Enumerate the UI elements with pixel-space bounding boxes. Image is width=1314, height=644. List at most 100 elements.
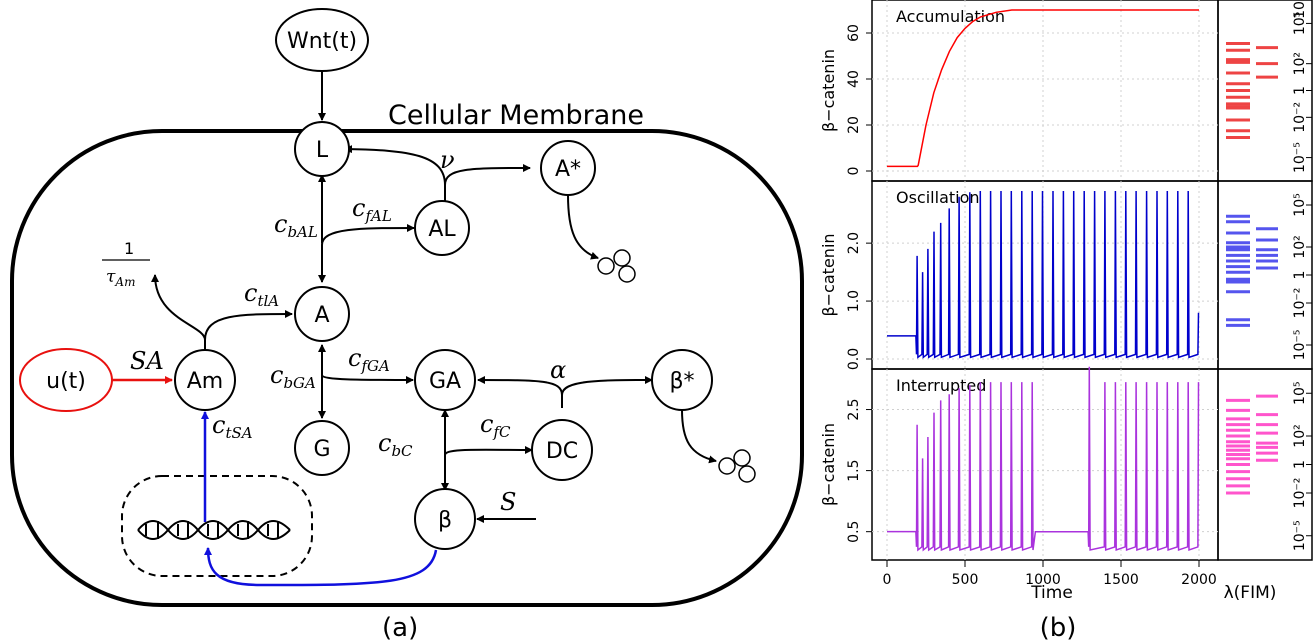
- y-tick-label: 2.0: [846, 232, 862, 254]
- DC-node: [531, 419, 593, 481]
- nu-edge: [444, 164, 531, 186]
- fim-tick-label: 10²: [1292, 52, 1308, 75]
- panel-a-label: (a): [382, 613, 418, 643]
- c-fAL-label: cfAL: [352, 194, 392, 225]
- wnt-node-label: Wnt(t): [287, 29, 357, 54]
- fim-tick-label: 1: [1292, 86, 1308, 95]
- L-node: [294, 121, 350, 177]
- x-tick-label: 0: [883, 572, 892, 588]
- G-node-label: G: [313, 437, 330, 462]
- x-axis-label: Time: [1030, 583, 1073, 603]
- DC-to-GA-edge: [477, 376, 563, 408]
- c-tlA-label: ctlA: [244, 279, 279, 310]
- beta-star-node: [651, 349, 713, 411]
- Am-node-label: Am: [187, 369, 223, 394]
- c-fC-label: cfC: [480, 410, 511, 441]
- series-line: [887, 190, 1200, 359]
- wnt-node: [275, 8, 369, 72]
- plot-frame: [871, 0, 1219, 182]
- u-node-label: u(t): [46, 369, 86, 394]
- panel-title: Accumulation: [896, 7, 1005, 26]
- fim-tick-label: 1: [1292, 460, 1308, 469]
- c-bC-label: cbC: [378, 429, 413, 460]
- fim-tick-label: 10⁵: [1292, 193, 1308, 216]
- beta-node: [414, 488, 476, 550]
- c-fC-edge: [444, 445, 533, 456]
- fim-tick-label: 10²: [1292, 235, 1308, 258]
- fim-tick-label: 10⁻⁵: [1292, 142, 1308, 173]
- AL-node: [414, 200, 470, 256]
- degradation-product-icon: [718, 449, 756, 483]
- fim-tick-label: 10⁻²: [1292, 288, 1308, 319]
- y-tick-label: 40: [846, 70, 862, 88]
- y-tick-label: 0.0: [846, 348, 862, 370]
- fim-tick-label: 10⁻⁵: [1292, 330, 1308, 361]
- S-label: S: [500, 488, 516, 516]
- A-node: [294, 286, 350, 342]
- u-node: [19, 348, 113, 412]
- cell-membrane: [10, 129, 804, 607]
- x-tick-label: 500: [952, 572, 979, 588]
- beta-feedback-edge: [204, 547, 438, 587]
- x-tick-label: 1000: [1025, 572, 1061, 588]
- panel-b-label: (b): [1040, 613, 1077, 643]
- Am-node: [174, 349, 236, 411]
- nucleus: [121, 475, 313, 577]
- plot-panel-2: 0.0 1.0 2.0 β−catenin Oscillation 10⁵ 10² 1 10⁻²…: [819, 180, 1313, 370]
- degradation-product-icon: [597, 249, 636, 283]
- alpha-edge: [561, 376, 653, 396]
- plot-panel-1: 0 20 40 60 β−catenin Accumulation 10⁵ 10² 1 10⁻² 1…: [819, 0, 1313, 182]
- membrane-label: Cellular Membrane: [388, 100, 644, 131]
- c-fGA-label: cfGA: [348, 344, 390, 375]
- time-series-plots: 0 20 40 60 β−catenin Accumulation 10⁵ 10² 1 10⁻² 1…: [819, 0, 1313, 643]
- y-tick-label: 20: [846, 116, 862, 134]
- c-bGA-label: cbGA: [270, 361, 316, 392]
- fim-tick-label: 10⁵: [1292, 12, 1308, 35]
- y-tick-label: 0.5: [846, 521, 862, 543]
- A-star-node: [540, 140, 596, 196]
- y-tick-label: 0: [846, 167, 862, 176]
- dna-icon: [137, 520, 291, 540]
- beta-star-decay-edge: [681, 409, 717, 464]
- series-line: [887, 366, 1200, 552]
- alpha-label: α: [550, 356, 566, 384]
- pathway-diagram: Cellular Membrane: [10, 8, 804, 643]
- c-tSA-label: ctSA: [212, 411, 253, 442]
- panel-title: Interrupted: [896, 376, 986, 395]
- A-star-decay-edge: [567, 194, 599, 260]
- GA-node: [414, 349, 476, 411]
- AL-node-label: AL: [428, 217, 456, 242]
- c-fGA-edge: [321, 374, 414, 384]
- A-star-node-label: A*: [555, 157, 581, 182]
- y-axis-label: β−catenin: [819, 423, 838, 506]
- Am-decay-edge: [151, 274, 206, 355]
- c-bAL-label: cbAL: [274, 210, 318, 241]
- plot-panel-3: 0.5 1.5 2.5 β−catenin Interrupted 10⁵ 10² 1 10⁻²…: [819, 366, 1313, 561]
- svg-text:1: 1: [124, 239, 134, 258]
- series-line: [887, 9, 1199, 168]
- panel-title: Oscillation: [896, 188, 980, 207]
- y-tick-label: 60: [846, 24, 862, 42]
- fim-tick-label: 10²: [1292, 424, 1308, 447]
- beta-star-node-label: β*: [669, 369, 694, 394]
- fim-tick-label: 10⁻²: [1292, 102, 1308, 133]
- svg-text:τAm: τAm: [106, 267, 135, 289]
- fim-tick-label: 1: [1292, 271, 1308, 280]
- c-fAL-edge: [321, 224, 415, 246]
- y-tick-label: 2.5: [846, 398, 862, 420]
- c-tlA-edge: [204, 310, 293, 341]
- fim-tick-label: 10: [1292, 1, 1308, 19]
- x-tick-label: 2000: [1181, 572, 1217, 588]
- SA-label: SA: [130, 347, 164, 375]
- L-node-label: L: [316, 138, 329, 163]
- nu-label: ν: [440, 146, 455, 174]
- y-tick-label: 1.5: [846, 459, 862, 481]
- G-node: [294, 420, 350, 476]
- fim-axis-label: λ(FIM): [1224, 583, 1277, 603]
- GA-node-label: GA: [429, 369, 461, 394]
- decay-rate-label: 1 τAm: [102, 239, 150, 289]
- fim-tick-label: 10⁻²: [1292, 478, 1308, 509]
- DC-node-label: DC: [546, 439, 578, 464]
- y-tick-label: 1.0: [846, 290, 862, 312]
